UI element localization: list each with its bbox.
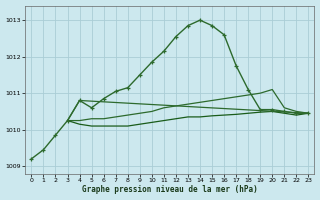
X-axis label: Graphe pression niveau de la mer (hPa): Graphe pression niveau de la mer (hPa) (82, 185, 258, 194)
